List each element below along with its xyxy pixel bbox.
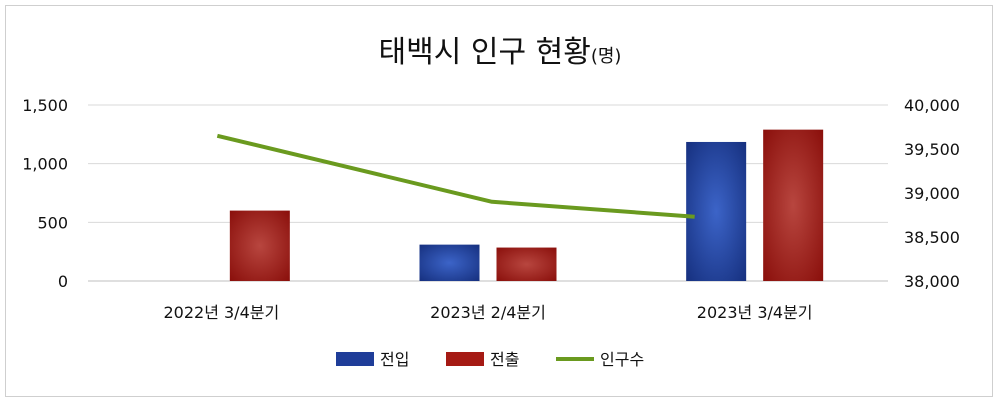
bar-전출 (496, 247, 557, 281)
legend-label: 전출 (490, 350, 519, 369)
bar-전출 (229, 210, 290, 281)
category-label: 2023년 2/4분기 (430, 303, 546, 322)
left-tick-label: 500 (37, 213, 68, 232)
category-label: 2023년 3/4분기 (697, 303, 813, 322)
left-tick-label: 0 (58, 272, 68, 291)
chart-title: 태백시 인구 현황(명) (379, 35, 622, 70)
right-tick-label: 40,000 (904, 96, 960, 115)
left-axis: 0 500 1,000 1,500 (22, 96, 68, 291)
right-tick-label: 39,500 (904, 140, 960, 159)
category-label: 2022년 3/4분기 (163, 303, 279, 322)
left-tick-label: 1,000 (22, 155, 68, 174)
left-tick-label: 1,500 (22, 96, 68, 115)
legend-swatch (336, 352, 374, 366)
chart-title-unit: (명) (591, 46, 622, 67)
line-series (216, 133, 695, 219)
right-tick-label: 38,000 (904, 272, 960, 291)
legend: 전입 전출 인구수 (336, 350, 644, 369)
line-인구수 (216, 133, 695, 219)
legend-item: 전입 (336, 350, 409, 369)
legend-item: 전출 (446, 350, 519, 369)
bar-전입 (686, 141, 747, 281)
legend-label: 전입 (380, 350, 409, 369)
legend-item: 인구수 (556, 350, 644, 369)
bar-전입 (419, 244, 480, 281)
grid-lines (88, 104, 888, 282)
legend-swatch (446, 352, 484, 366)
bar-series (229, 129, 824, 281)
right-axis: 38,000 38,500 39,000 39,500 40,000 (904, 96, 960, 291)
bar-전출 (763, 129, 824, 281)
chart-title-main: 태백시 인구 현황 (379, 35, 591, 70)
right-tick-label: 39,000 (904, 184, 960, 203)
category-axis: 2022년 3/4분기 2023년 2/4분기 2023년 3/4분기 (163, 303, 812, 322)
legend-label: 인구수 (600, 350, 644, 369)
right-tick-label: 38,500 (904, 228, 960, 247)
